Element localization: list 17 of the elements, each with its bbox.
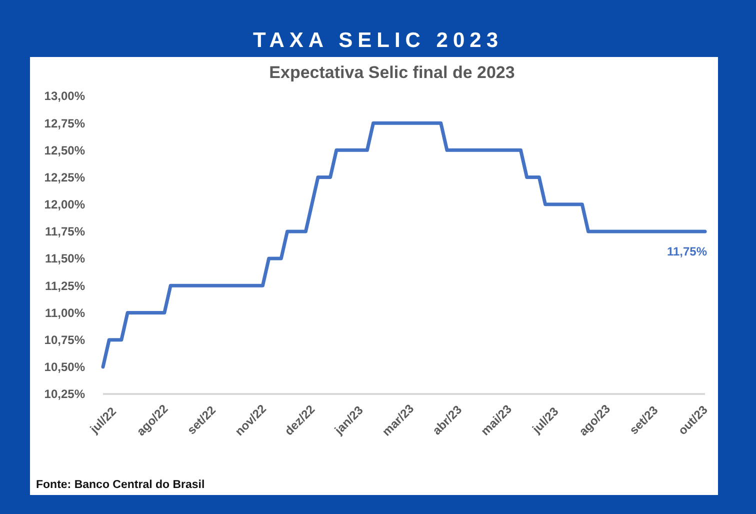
y-tick-label: 11,75% [44, 224, 86, 239]
y-tick-label: 10,50% [44, 360, 86, 374]
y-tick-label: 12,00% [44, 198, 86, 212]
y-tick-label: 12,75% [44, 116, 86, 130]
source-note: Fonte: Banco Central do Brasil [36, 479, 205, 491]
chart-title: TAXA SELIC 2023 [252, 29, 504, 52]
y-tick-label: 11,00% [44, 306, 86, 320]
y-tick-label: 11,25% [44, 278, 86, 293]
y-tick-label: 13,00% [44, 89, 86, 104]
y-tick-label: 12,25% [44, 170, 86, 184]
line-series [101, 121, 707, 369]
y-tick-label: 12,50% [44, 143, 86, 158]
annotation: 11,75% [666, 244, 708, 258]
chart-subtitle: Expectativa Selic final de 2023 [269, 63, 515, 82]
y-tick-label: 11,50% [44, 252, 86, 266]
y-tick-label: 10,25% [44, 387, 86, 402]
y-tick-label: 10,75% [44, 333, 86, 348]
